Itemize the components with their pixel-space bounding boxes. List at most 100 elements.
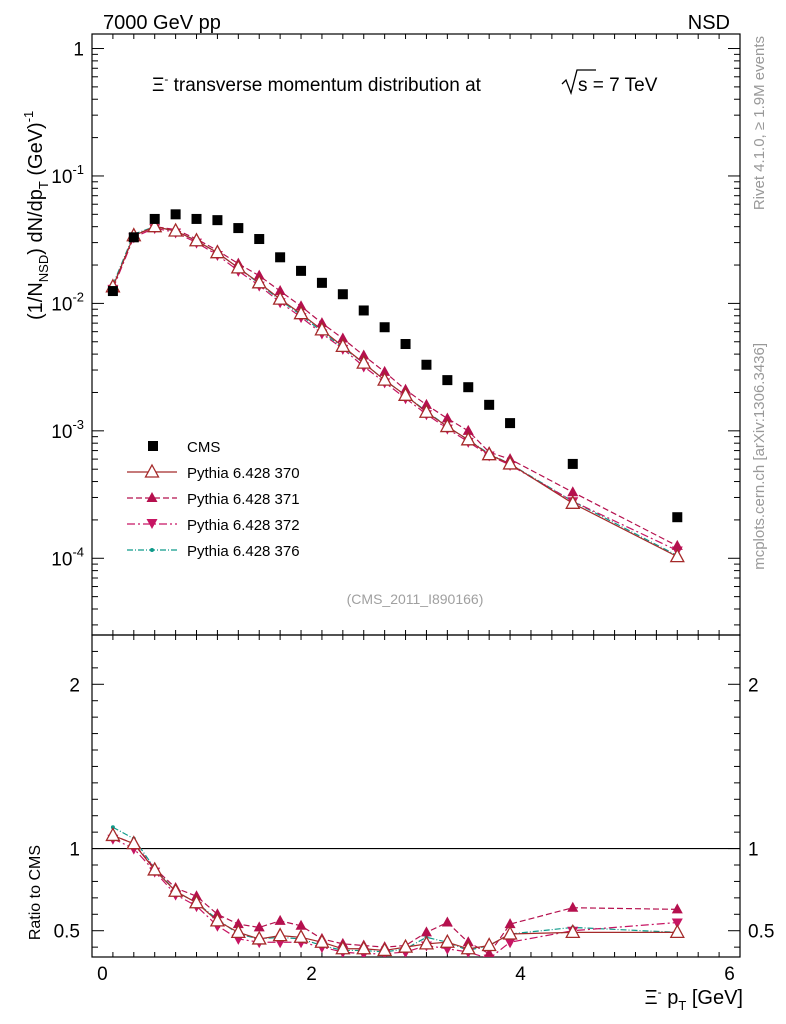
point-main-370 — [377, 371, 393, 386]
legend-label-376: Pythia 6.428 376 — [187, 543, 300, 560]
point-ratio-371 — [420, 926, 432, 937]
point-main-cms — [296, 265, 307, 276]
title-energy-value: = 7 TeV — [588, 75, 658, 96]
x-tick-label: 6 — [724, 964, 735, 985]
point-main-371 — [671, 539, 683, 550]
point-main-371 — [337, 332, 349, 343]
point-ratio-370 — [418, 935, 435, 950]
ylabel-p3: (GeV) — [25, 122, 47, 181]
point-ratio-370 — [147, 861, 163, 876]
legend-marker-371 — [146, 492, 158, 502]
point-main-cms — [212, 215, 223, 226]
point-main-cms — [442, 375, 453, 386]
point-ratio-371 — [253, 921, 265, 932]
point-ratio-371 — [504, 918, 516, 929]
legend-entry-371: Pythia 6.428 371 — [127, 491, 300, 508]
point-main-370 — [230, 259, 246, 274]
point-main-cms — [233, 223, 244, 234]
point-main-370 — [314, 321, 330, 336]
point-main-370 — [669, 548, 685, 563]
point-main-cms — [484, 399, 495, 410]
point-ratio-371 — [441, 916, 453, 927]
legend-entry-cms: CMS — [148, 439, 220, 456]
ratio-y-tick-label-right: 0.5 — [748, 922, 774, 943]
ratio-y-tick-label-right: 2 — [748, 675, 759, 696]
point-main-cms — [672, 512, 683, 523]
legend: CMS Pythia 6.428 370 Pythia 6.428 371 Py… — [127, 439, 300, 560]
point-main-371 — [274, 285, 286, 296]
point-main-370 — [356, 354, 372, 369]
point-main-cms — [463, 382, 474, 393]
y-axis-label-ratio: Ratio to CMS — [27, 845, 44, 940]
point-main-370 — [272, 290, 288, 305]
point-ratio-371 — [671, 903, 683, 914]
point-main-370 — [481, 446, 497, 461]
point-ratio-370 — [188, 894, 205, 909]
point-main-cms — [316, 277, 327, 288]
y-tick-label-main: 10-2 — [51, 289, 84, 315]
legend-label-cms: CMS — [187, 439, 220, 456]
title-xi-sup: - — [164, 72, 168, 86]
point-ratio-370 — [168, 882, 184, 897]
point-main-371 — [379, 365, 391, 376]
series-line-ratio-376 — [112, 826, 678, 953]
analysis-tag: (CMS_2011_I890166) — [347, 591, 484, 607]
point-ratio-372 — [671, 918, 683, 929]
series-line-main-371 — [112, 226, 678, 547]
ylabel-p2: ) dN/dp — [25, 189, 47, 255]
point-main-370 — [397, 386, 414, 401]
point-main-cms — [358, 305, 369, 316]
ratio-plot-frame — [91, 634, 741, 958]
x-axis-label: Ξ- pT [GeV] — [645, 985, 743, 1013]
series-line-main-370 — [112, 226, 678, 558]
point-ratio-370 — [251, 930, 267, 945]
point-main-370 — [147, 218, 163, 233]
energy-label: 7000 GeV pp — [103, 12, 221, 34]
xlabel-p: p — [662, 987, 679, 1009]
legend-marker-cms — [148, 441, 158, 451]
point-main-cms — [275, 252, 286, 263]
point-main-371 — [462, 424, 474, 435]
point-main-cms — [149, 213, 160, 224]
point-ratio-370 — [230, 923, 246, 939]
point-main-370 — [565, 494, 581, 509]
rivet-version-text: Rivet 4.1.0, ≥ 1.9M events — [751, 36, 768, 210]
point-main-370 — [418, 403, 435, 418]
series-line-ratio-371 — [112, 834, 678, 955]
sqrt-symbol — [561, 69, 596, 96]
point-ratio-370 — [397, 938, 414, 953]
y-tick-label-main: 10-1 — [51, 162, 84, 188]
y-axis-label-main: (1/NNSD) dN/dpT (GeV)-1 — [21, 111, 51, 320]
x-tick-label: 4 — [515, 964, 526, 985]
point-main-371 — [567, 486, 579, 497]
point-main-370 — [293, 305, 309, 320]
y-tick-label-main: 10-4 — [51, 544, 84, 570]
point-ratio-371 — [232, 918, 244, 929]
legend-label-370: Pythia 6.428 370 — [187, 465, 300, 482]
title-sqrt-s: s — [578, 75, 588, 96]
title-xi: Ξ — [152, 75, 164, 96]
point-main-cms — [505, 418, 516, 429]
legend-label-371: Pythia 6.428 371 — [187, 491, 300, 508]
point-main-370 — [439, 418, 455, 433]
point-ratio-370 — [272, 927, 288, 942]
point-ratio-371 — [295, 919, 307, 930]
point-ratio-370 — [502, 925, 518, 940]
point-main-370 — [460, 431, 476, 446]
point-ratio-370 — [377, 942, 393, 957]
point-main-371 — [420, 398, 432, 409]
ratio-y-tick-label-left: 0.5 — [54, 922, 80, 943]
point-ratio-372 — [504, 938, 516, 949]
point-ratio-370 — [314, 933, 330, 948]
point-ratio-371 — [274, 914, 286, 925]
mcplots-reference-text: mcplots.cern.ch [arXiv:1306.3436] — [751, 343, 768, 570]
ylabel-sub1: NSD — [36, 255, 51, 282]
point-ratio-370 — [669, 923, 685, 939]
legend-entry-372: Pythia 6.428 372 — [127, 517, 300, 534]
point-main-cms — [128, 232, 139, 243]
point-main-cms — [170, 209, 181, 220]
legend-marker-376 — [150, 548, 154, 552]
series-line-main-372 — [112, 227, 678, 552]
ylabel-p1: (1/N — [25, 282, 47, 320]
